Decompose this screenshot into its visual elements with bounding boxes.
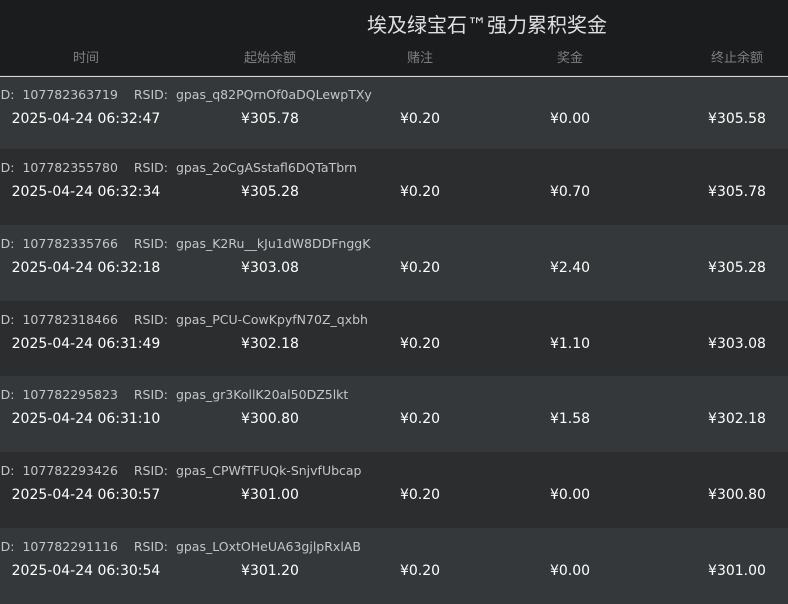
end-balance-cell: ¥305.58 <box>708 111 766 127</box>
rsid: gpas_2oCgASstafl6DQTaTbrn <box>175 160 357 175</box>
round-id-line: ID: 107782335766 RSID: gpas_K2Ru__kJu1dW… <box>0 236 370 251</box>
bet-cell: ¥0.20 <box>399 184 441 200</box>
round-id: 107782318466 <box>22 312 118 327</box>
start-balance-cell: ¥300.80 <box>241 411 299 427</box>
table-row[interactable]: ID: 107782335766 RSID: gpas_K2Ru__kJu1dW… <box>0 225 788 301</box>
bet-cell: ¥0.20 <box>399 111 441 127</box>
round-id-line: ID: 107782293426 RSID: gpas_CPWfTFUQk-Sn… <box>0 463 362 478</box>
rsid-label: RSID: <box>133 236 168 251</box>
end-balance-cell: ¥305.28 <box>708 260 766 276</box>
table-row[interactable]: ID: 107782355780 RSID: gpas_2oCgASstafl6… <box>0 149 788 225</box>
win-cell: ¥0.00 <box>549 563 591 579</box>
round-id: 107782335766 <box>22 236 118 251</box>
header: 埃及绿宝石™强力累积奖金 时间 起始余额 赌注 奖金 终止余额 <box>0 0 788 75</box>
id-label: ID: <box>0 539 15 554</box>
round-id: 107782295823 <box>22 387 118 402</box>
column-header-time: 时间 <box>72 51 100 66</box>
start-balance-cell: ¥302.18 <box>241 336 299 352</box>
id-label: ID: <box>0 387 15 402</box>
win-cell: ¥1.10 <box>549 336 591 352</box>
table-row[interactable]: ID: 107782363719 RSID: gpas_q82PQrnOf0aD… <box>0 76 788 150</box>
win-cell: ¥0.00 <box>549 487 591 503</box>
time-cell: 2025-04-24 06:32:34 <box>11 184 161 200</box>
bet-cell: ¥0.20 <box>399 260 441 276</box>
round-id: 107782355780 <box>22 160 118 175</box>
table-row[interactable]: ID: 107782295823 RSID: gpas_gr3KollK20al… <box>0 376 788 452</box>
column-header-bet: 赌注 <box>406 51 434 66</box>
time-cell: 2025-04-24 06:31:10 <box>11 411 161 427</box>
end-balance-cell: ¥303.08 <box>708 336 766 352</box>
win-cell: ¥0.00 <box>549 111 591 127</box>
end-balance-cell: ¥302.18 <box>708 411 766 427</box>
bet-cell: ¥0.20 <box>399 487 441 503</box>
id-label: ID: <box>0 236 15 251</box>
end-balance-cell: ¥301.00 <box>708 563 766 579</box>
start-balance-cell: ¥305.78 <box>241 111 299 127</box>
rsid-label: RSID: <box>133 160 168 175</box>
table-row[interactable]: ID: 107782293426 RSID: gpas_CPWfTFUQk-Sn… <box>0 452 788 528</box>
id-label: ID: <box>0 312 15 327</box>
time-cell: 2025-04-24 06:32:47 <box>11 111 161 127</box>
rsid-label: RSID: <box>133 539 168 554</box>
id-label: ID: <box>0 160 15 175</box>
round-id: 107782363719 <box>22 87 118 102</box>
rsid-label: RSID: <box>133 87 168 102</box>
rsid: gpas_gr3KollK20al50DZ5lkt <box>175 387 349 402</box>
round-id: 107782291116 <box>22 539 118 554</box>
id-label: ID: <box>0 87 15 102</box>
rsid-label: RSID: <box>133 312 168 327</box>
rsid: gpas_LOxtOHeUA63gjlpRxlAB <box>175 539 361 554</box>
round-id: 107782293426 <box>22 463 118 478</box>
rsid-label: RSID: <box>133 387 168 402</box>
column-header-win: 奖金 <box>556 51 584 66</box>
end-balance-cell: ¥305.78 <box>708 184 766 200</box>
start-balance-cell: ¥305.28 <box>241 184 299 200</box>
start-balance-cell: ¥301.20 <box>241 563 299 579</box>
start-balance-cell: ¥301.00 <box>241 487 299 503</box>
round-id-line: ID: 107782295823 RSID: gpas_gr3KollK20al… <box>0 387 348 402</box>
table-row[interactable]: ID: 107782291116 RSID: gpas_LOxtOHeUA63g… <box>0 528 788 604</box>
win-cell: ¥2.40 <box>549 260 591 276</box>
end-balance-cell: ¥300.80 <box>708 487 766 503</box>
table-row[interactable]: ID: 107782318466 RSID: gpas_PCU-CowKpyfN… <box>0 301 788 377</box>
rsid: gpas_K2Ru__kJu1dW8DDFnggK <box>175 236 371 251</box>
column-header-start-balance: 起始余额 <box>243 51 297 66</box>
round-id-line: ID: 107782355780 RSID: gpas_2oCgASstafl6… <box>0 160 357 175</box>
rsid-label: RSID: <box>133 463 168 478</box>
win-cell: ¥0.70 <box>549 184 591 200</box>
page-title: 埃及绿宝石™强力累积奖金 <box>367 13 607 37</box>
round-id-line: ID: 107782291116 RSID: gpas_LOxtOHeUA63g… <box>0 539 361 554</box>
id-label: ID: <box>0 463 15 478</box>
rsid: gpas_q82PQrnOf0aDQLewpTXy <box>175 87 372 102</box>
bet-cell: ¥0.20 <box>399 411 441 427</box>
round-id-line: ID: 107782318466 RSID: gpas_PCU-CowKpyfN… <box>0 312 368 327</box>
time-cell: 2025-04-24 06:30:54 <box>11 563 161 579</box>
column-header-end-balance: 终止余额 <box>710 51 764 66</box>
round-id-line: ID: 107782363719 RSID: gpas_q82PQrnOf0aD… <box>0 87 372 102</box>
bet-cell: ¥0.20 <box>399 336 441 352</box>
time-cell: 2025-04-24 06:30:57 <box>11 487 161 503</box>
start-balance-cell: ¥303.08 <box>241 260 299 276</box>
time-cell: 2025-04-24 06:32:18 <box>11 260 161 276</box>
rsid: gpas_PCU-CowKpyfN70Z_qxbh <box>175 312 368 327</box>
win-cell: ¥1.58 <box>549 411 591 427</box>
bet-cell: ¥0.20 <box>399 563 441 579</box>
rsid: gpas_CPWfTFUQk-SnjvfUbcap <box>175 463 362 478</box>
time-cell: 2025-04-24 06:31:49 <box>11 336 161 352</box>
